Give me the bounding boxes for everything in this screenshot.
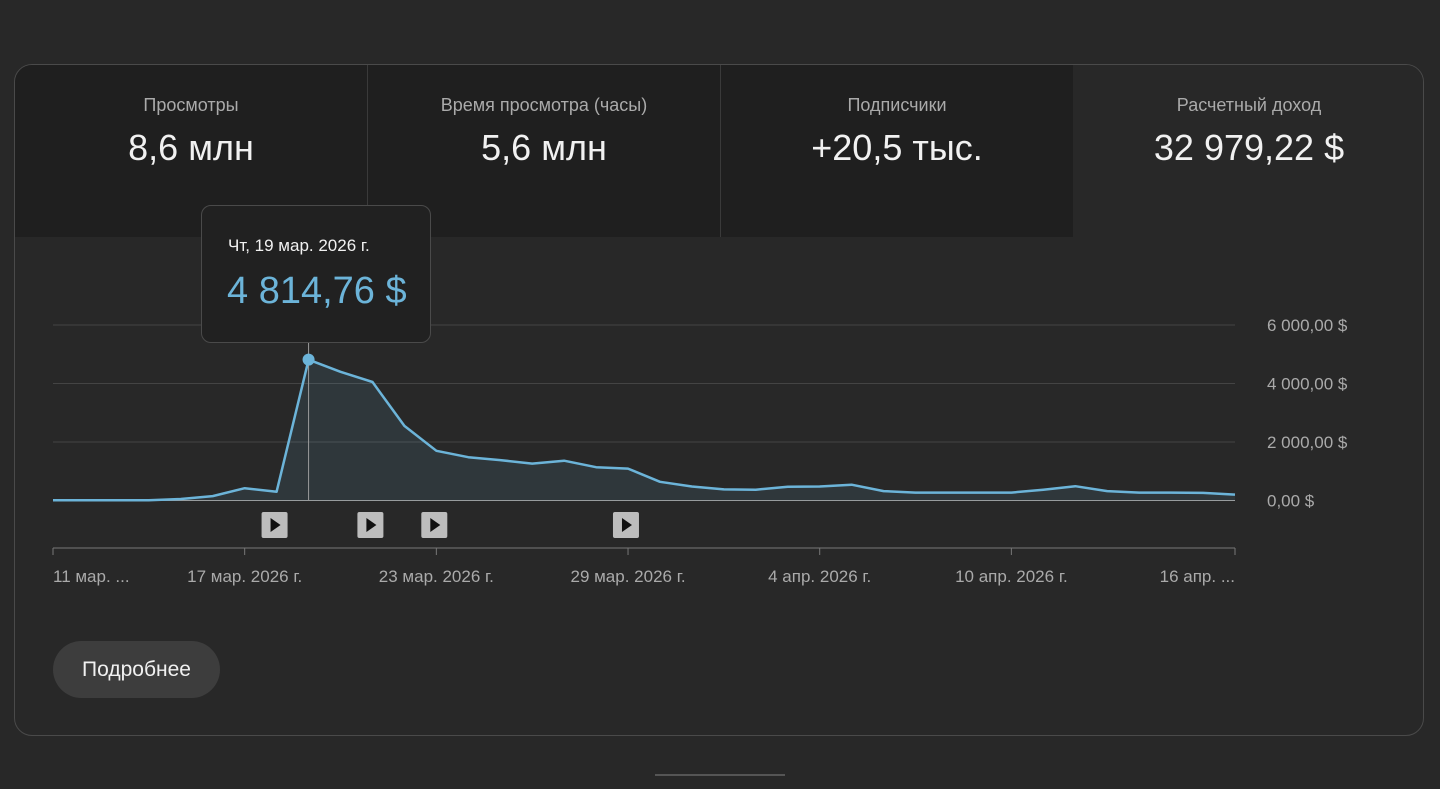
data-point[interactable] [657, 479, 663, 485]
play-icon[interactable] [421, 512, 448, 538]
data-point[interactable] [338, 369, 344, 375]
data-point[interactable] [114, 497, 120, 503]
data-point[interactable] [561, 458, 567, 464]
y-tick-label: 0,00 $ [1267, 492, 1315, 511]
x-tick-label: 10 апр. 2026 г. [955, 567, 1068, 586]
metric-value: +20,5 тыс. [811, 127, 983, 168]
metric-value: 32 979,22 $ [1153, 127, 1345, 168]
metric-label: Расчетный доход [1176, 95, 1322, 115]
divider [720, 65, 721, 237]
metric-tabs: Просмотры 8,6 млн Время просмотра (часы)… [15, 65, 1423, 237]
data-point[interactable] [433, 448, 439, 454]
data-point[interactable] [178, 496, 184, 502]
play-triangle [621, 518, 632, 532]
x-tick-label: 23 мар. 2026 г. [379, 567, 494, 586]
revenue-chart: 6 000,00 $ 4 000,00 $ 2 000,00 $ 0,00 $ 11 м… [50, 316, 1348, 586]
data-point[interactable] [593, 464, 599, 470]
data-point[interactable] [817, 483, 823, 489]
data-point[interactable] [1008, 490, 1014, 496]
metric-value: 5,6 млн [481, 127, 607, 168]
y-tick-label: 6 000,00 $ [1267, 316, 1348, 335]
x-tick-label: 17 мар. 2026 г. [187, 567, 302, 586]
data-point[interactable] [913, 490, 919, 496]
metric-label: Время просмотра (часы) [440, 95, 648, 115]
data-point[interactable] [689, 483, 695, 489]
data-point[interactable] [849, 482, 855, 488]
data-point[interactable] [497, 457, 503, 463]
data-point[interactable] [369, 379, 375, 385]
chart-tooltip: Чт, 19 мар. 2026 г. 4 814,76 $ [201, 205, 431, 343]
metric-tab-revenue[interactable]: Расчетный доход 32 979,22 $ [1073, 65, 1423, 237]
data-point[interactable] [721, 486, 727, 492]
data-point[interactable] [1040, 487, 1046, 493]
data-point[interactable] [1200, 490, 1206, 496]
data-point[interactable] [1072, 483, 1078, 489]
data-point[interactable] [465, 454, 471, 460]
data-point[interactable] [1136, 490, 1142, 496]
data-point[interactable] [146, 497, 152, 503]
metric-label: Просмотры [143, 95, 239, 115]
x-tick-label: 16 апр. ... [1160, 567, 1235, 586]
metric-label: Подписчики [847, 95, 947, 115]
revenue-card: Просмотры 8,6 млн Время просмотра (часы)… [14, 64, 1424, 736]
x-tick-label: 11 мар. ... [53, 567, 130, 586]
tooltip-date: Чт, 19 мар. 2026 г. [228, 236, 370, 255]
data-point[interactable] [1168, 490, 1174, 496]
data-point[interactable] [274, 489, 280, 495]
data-point[interactable] [210, 493, 216, 499]
play-triangle [430, 518, 441, 532]
data-point[interactable] [401, 423, 407, 429]
play-icon[interactable] [261, 512, 288, 538]
play-icon[interactable] [357, 512, 384, 538]
drag-handle[interactable] [655, 774, 785, 776]
data-point[interactable] [82, 497, 88, 503]
y-tick-label: 2 000,00 $ [1267, 433, 1348, 452]
area-fill [53, 359, 1235, 501]
data-point[interactable] [625, 466, 631, 472]
data-point[interactable] [785, 484, 791, 490]
play-icon[interactable] [612, 512, 639, 538]
y-tick-label: 4 000,00 $ [1267, 375, 1348, 394]
metric-tab-views[interactable]: Просмотры 8,6 млн [15, 65, 367, 237]
play-triangle [366, 518, 377, 532]
metric-value: 8,6 млн [128, 127, 254, 168]
series-line [53, 358, 1236, 502]
tooltip-value: 4 814,76 $ [227, 270, 407, 312]
data-point[interactable] [753, 487, 759, 493]
data-point[interactable] [1104, 488, 1110, 494]
data-point[interactable] [944, 490, 950, 496]
divider [367, 65, 368, 237]
data-point[interactable] [881, 488, 887, 494]
data-point[interactable] [1232, 492, 1238, 498]
more-button[interactable]: Подробнее [53, 641, 220, 698]
play-triangle [270, 518, 281, 532]
metric-tab-subscribers[interactable]: Подписчики +20,5 тыс. [721, 65, 1073, 237]
data-point[interactable] [50, 497, 56, 503]
data-point[interactable] [242, 485, 248, 491]
data-point[interactable] [529, 461, 535, 467]
data-point[interactable] [976, 490, 982, 496]
x-tick-label: 29 мар. 2026 г. [570, 567, 685, 586]
highlight-point [302, 353, 315, 366]
x-tick-label: 4 апр. 2026 г. [768, 567, 871, 586]
